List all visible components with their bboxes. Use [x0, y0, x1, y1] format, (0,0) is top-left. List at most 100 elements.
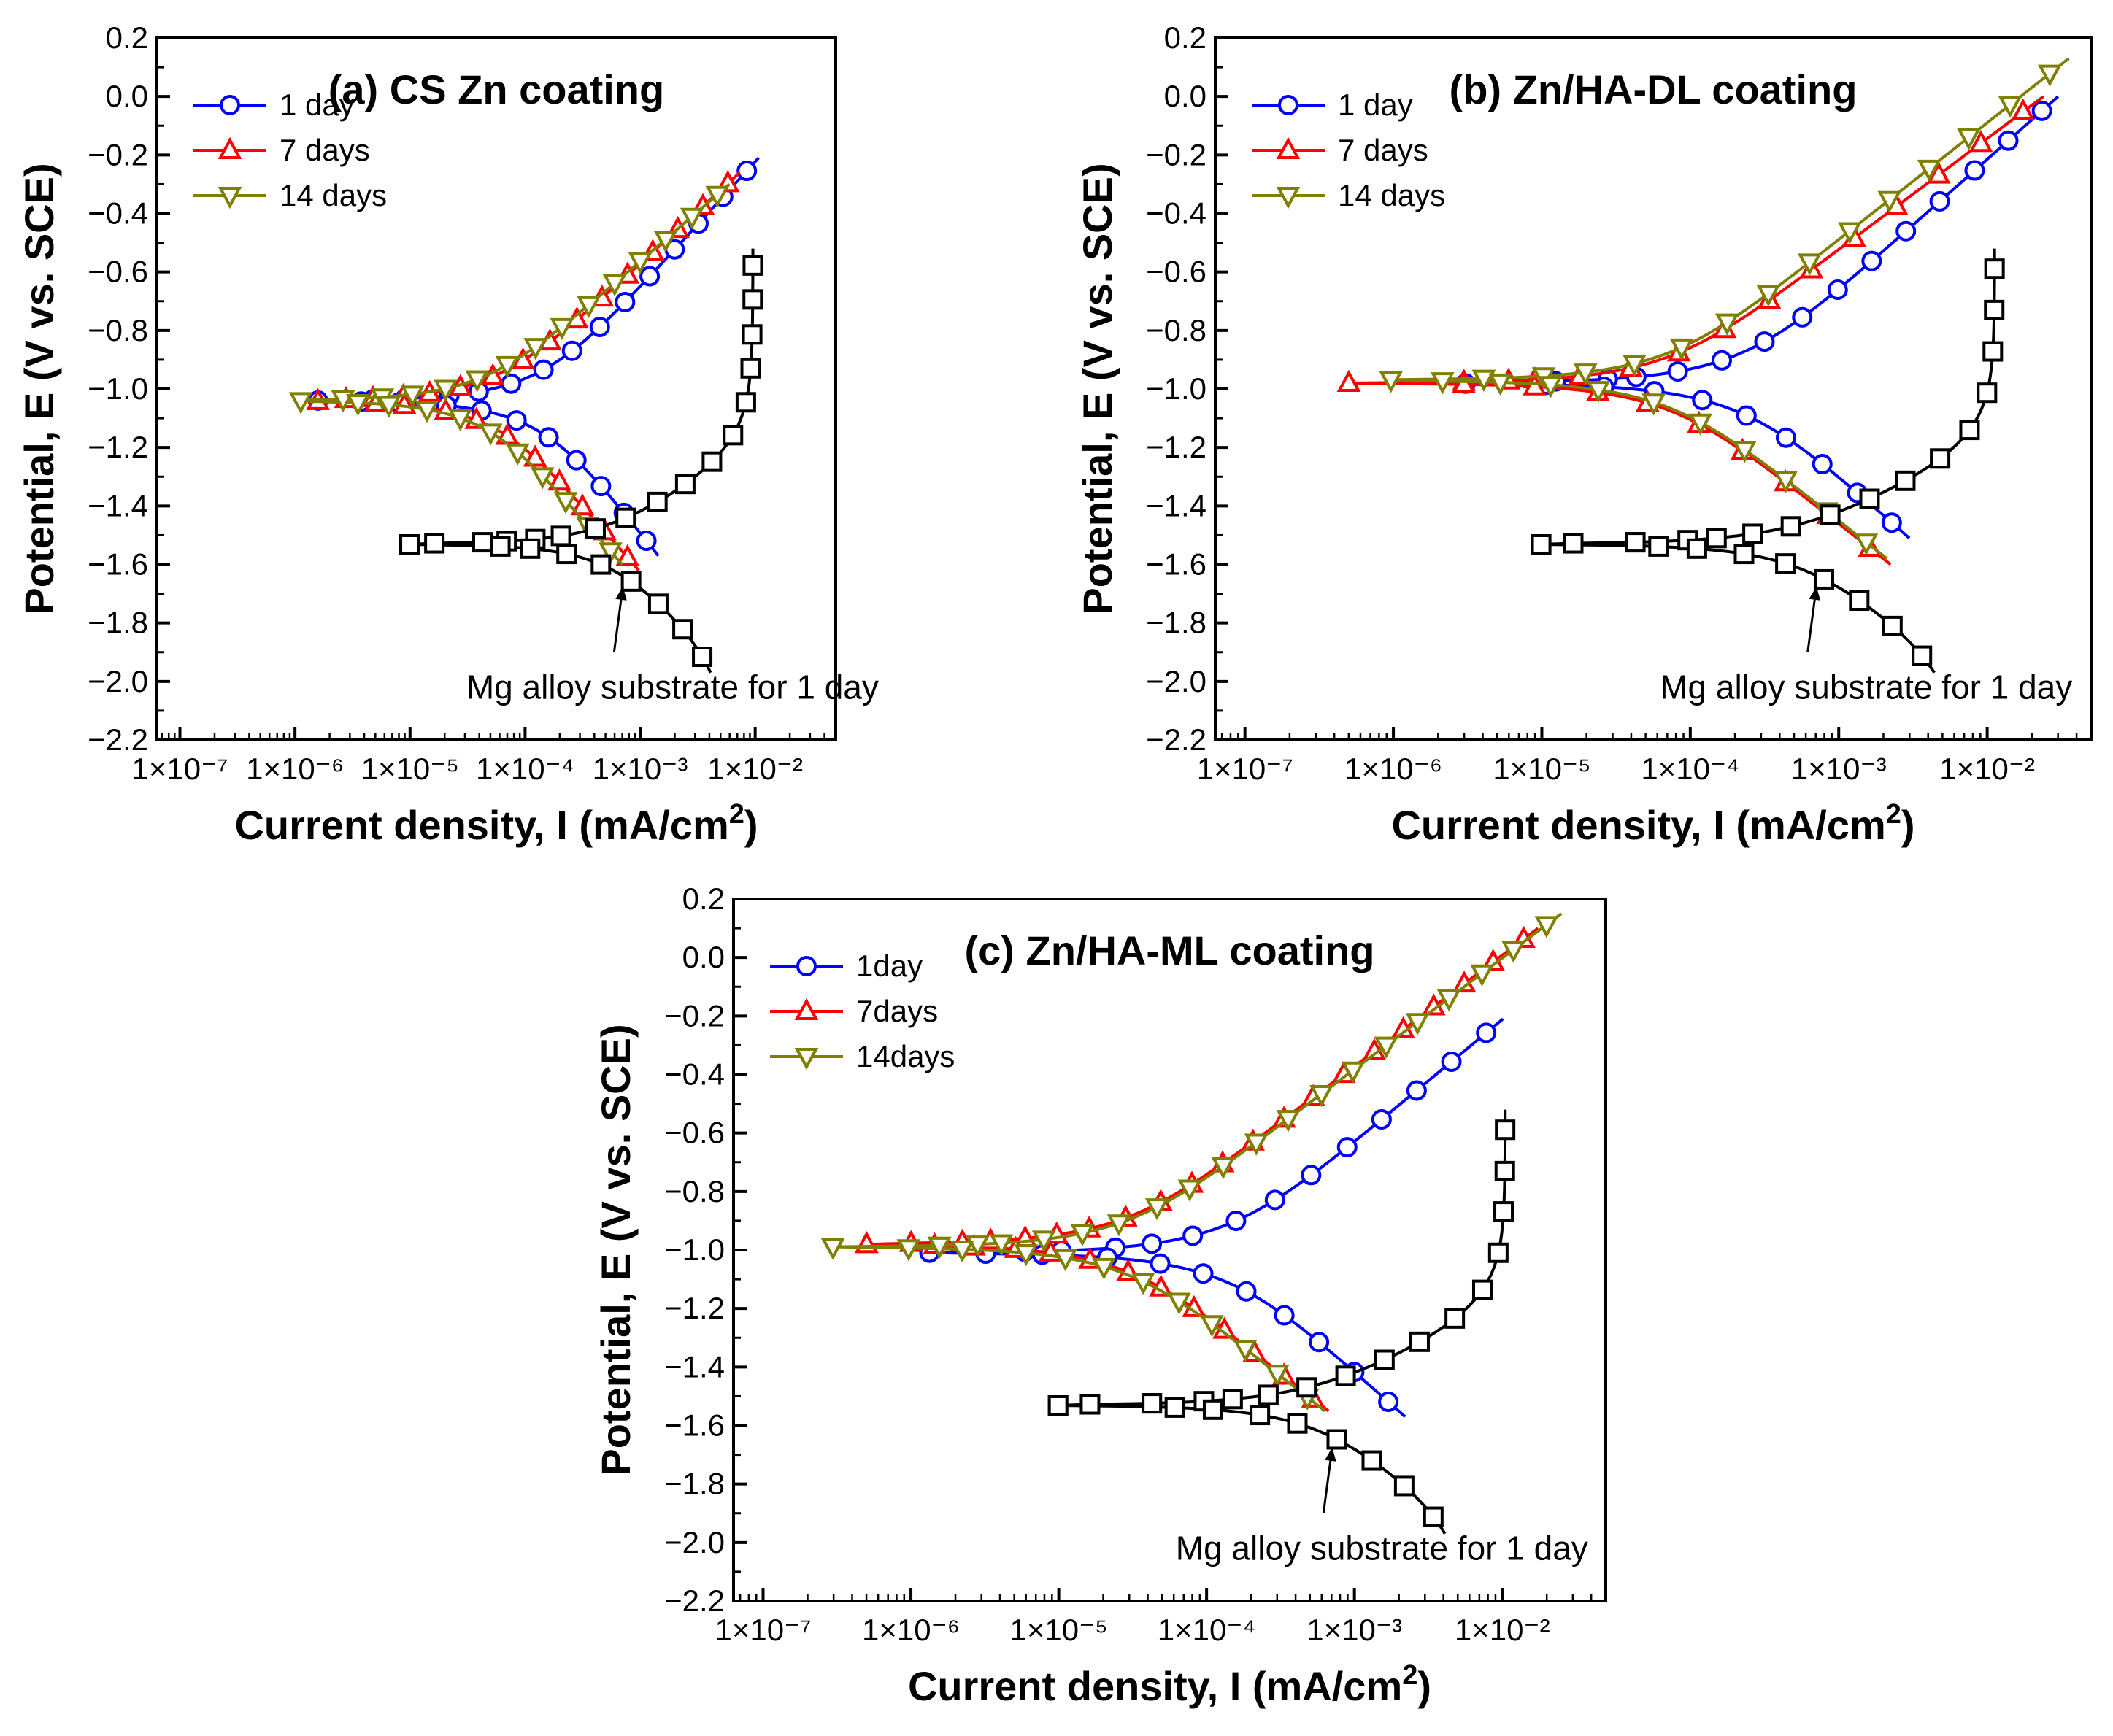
- data-marker: [1501, 941, 1525, 963]
- data-marker: [585, 518, 606, 539]
- y-tick-label: 0.0: [682, 940, 725, 974]
- data-marker: [2031, 100, 2052, 121]
- data-marker: [346, 394, 370, 417]
- data-marker: [1193, 1263, 1214, 1284]
- data-marker: [1265, 1365, 1290, 1387]
- data-marker: [989, 1234, 1014, 1257]
- data-marker: [1957, 128, 1981, 151]
- data-marker: [1164, 1397, 1185, 1418]
- panel-title: (b) Zn/HA-DL coating: [1450, 66, 1858, 112]
- data-marker: [547, 468, 571, 491]
- data-marker: [1142, 1233, 1163, 1254]
- data-marker: [1225, 1210, 1247, 1231]
- data-marker: [723, 425, 744, 446]
- data-marker: [1686, 538, 1707, 559]
- panel-c: 0.2 0.0 −0.2 −0.4 −0.6 −0.8 −1.0 −1.2 −1.4 −1.6 −1…: [593, 881, 1607, 1709]
- data-marker: [1070, 1224, 1095, 1247]
- data-marker: [550, 525, 571, 547]
- y-tick-label: −1.2: [1146, 430, 1206, 464]
- legend-label: 7 days: [280, 133, 370, 167]
- data-marker: [1264, 1189, 1285, 1211]
- x-tick-label: 1×10⁻⁴: [476, 752, 574, 786]
- y-tick-label: −0.2: [1146, 137, 1206, 171]
- data-marker: [950, 1240, 974, 1263]
- data-marker: [1431, 372, 1455, 395]
- data-marker: [820, 1238, 845, 1260]
- data-marker: [1222, 1389, 1243, 1410]
- series-7-days: [1336, 95, 2044, 566]
- data-marker: [1667, 360, 1688, 382]
- annotation-text: Mg alloy substrate for 1 day: [1176, 1529, 1588, 1567]
- data-marker: [1341, 1061, 1366, 1084]
- data-marker: [1106, 1214, 1131, 1237]
- data-marker: [1926, 161, 1951, 184]
- data-marker: [1563, 533, 1584, 554]
- data-marker: [1423, 1506, 1444, 1527]
- data-marker: [1488, 373, 1512, 396]
- y-tick-label: −0.2: [88, 137, 148, 171]
- y-tick-label: 0.2: [682, 881, 725, 916]
- data-marker: [1436, 989, 1461, 1012]
- x-axis-title: Current density, I (mA/cm2): [1391, 799, 1914, 848]
- x-tick-label: 1×10⁻³: [1791, 752, 1887, 786]
- series-mg-alloy-substrate-for-1-day: [1531, 248, 2005, 674]
- data-marker: [742, 255, 763, 276]
- x-tick-label: 1×10⁻⁶: [1344, 752, 1442, 786]
- data-marker: [590, 476, 612, 497]
- x-tick-label: 1×10⁻⁵: [1493, 752, 1590, 786]
- data-marker: [1014, 1244, 1039, 1267]
- data-marker: [1998, 96, 2022, 118]
- y-tick-label: −1.4: [664, 1349, 725, 1384]
- data-marker: [538, 427, 559, 448]
- data-marker: [653, 230, 678, 253]
- data-marker: [448, 409, 473, 432]
- data-marker: [1669, 338, 1694, 361]
- x-tick-label: 1×10⁻⁵: [1009, 1613, 1107, 1647]
- data-marker: [1998, 130, 2019, 151]
- annotation-text: Mg alloy substrate for 1 day: [1660, 668, 2072, 706]
- data-marker: [1827, 279, 1848, 300]
- data-marker: [1371, 1108, 1392, 1130]
- data-marker: [506, 410, 527, 431]
- data-marker: [1623, 355, 1647, 377]
- data-marker: [1167, 1292, 1191, 1315]
- data-marker: [647, 491, 668, 512]
- data-marker: [1712, 350, 1733, 371]
- data-marker: [1182, 1225, 1204, 1246]
- data-marker: [533, 359, 554, 380]
- annotation-arrowhead: [615, 586, 627, 601]
- data-marker: [1406, 1080, 1427, 1101]
- data-marker: [1812, 454, 1833, 475]
- series-1-day: [1455, 95, 2060, 539]
- series-14days: [820, 912, 1563, 1413]
- y-tick-label: −2.2: [664, 1583, 725, 1618]
- data-marker: [465, 370, 490, 393]
- data-marker: [1031, 1230, 1056, 1253]
- data-marker: [505, 443, 530, 466]
- data-marker: [566, 450, 587, 471]
- data-marker: [1732, 441, 1757, 463]
- data-marker: [1792, 306, 1813, 328]
- data-marker: [647, 593, 669, 614]
- data-marker: [523, 444, 547, 467]
- y-tick-label: −0.2: [664, 998, 725, 1033]
- data-marker: [1211, 1157, 1236, 1180]
- data-marker: [570, 493, 595, 516]
- data-marker: [1131, 1273, 1155, 1295]
- data-marker: [589, 317, 610, 338]
- legend-label: 1day: [856, 949, 923, 983]
- y-tick-label: −1.0: [664, 1232, 725, 1267]
- data-marker: [1405, 1013, 1430, 1035]
- data-marker: [1495, 1119, 1516, 1141]
- y-tick-label: −0.6: [1146, 255, 1206, 289]
- legend-label: 7days: [856, 994, 938, 1028]
- data-marker: [1309, 1332, 1330, 1353]
- data-marker: [1586, 381, 1611, 404]
- data-marker: [1476, 1022, 1497, 1043]
- data-marker: [1641, 393, 1666, 416]
- data-marker: [1494, 1160, 1515, 1181]
- data-marker: [602, 274, 627, 297]
- data-marker: [1258, 1384, 1279, 1405]
- y-tick-label: −1.8: [1146, 606, 1206, 640]
- data-marker: [1276, 1110, 1301, 1133]
